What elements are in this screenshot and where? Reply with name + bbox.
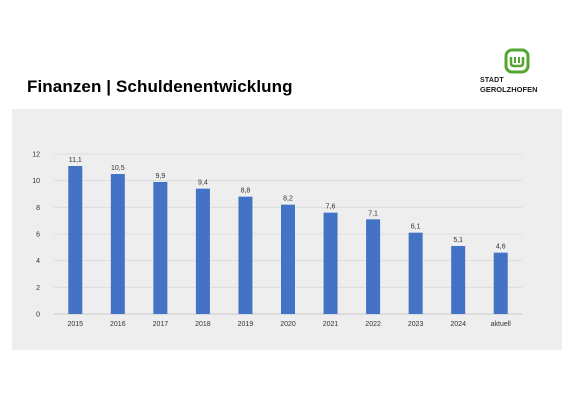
x-tick-label: 2021 bbox=[323, 321, 339, 328]
data-label: 7,1 bbox=[368, 210, 378, 217]
y-tick-label: 10 bbox=[32, 178, 40, 185]
data-label: 4,6 bbox=[496, 244, 506, 251]
x-tick-label: aktuell bbox=[491, 321, 512, 328]
x-tick-label: 2017 bbox=[153, 321, 169, 328]
data-label: 5,1 bbox=[453, 237, 463, 244]
x-tick-label: 2022 bbox=[365, 321, 381, 328]
bar-2022 bbox=[366, 219, 381, 314]
page-title: Finanzen | Schuldenentwicklung bbox=[27, 77, 293, 96]
bar-2023 bbox=[408, 232, 423, 314]
y-tick-label: 2 bbox=[36, 285, 40, 292]
x-tick-label: 2019 bbox=[238, 321, 254, 328]
data-label: 11,1 bbox=[69, 157, 82, 164]
x-tick-label: 2024 bbox=[450, 321, 466, 328]
x-tick-label: 2016 bbox=[110, 321, 126, 328]
data-label: 8,8 bbox=[241, 188, 251, 195]
bar-2016 bbox=[110, 174, 125, 314]
x-tick-label: 2023 bbox=[408, 321, 424, 328]
bar-2018 bbox=[195, 188, 210, 314]
data-label: 6,1 bbox=[411, 224, 421, 231]
bar-aktuell bbox=[493, 252, 508, 314]
bar-2024 bbox=[451, 246, 466, 314]
debt-bar-chart: 0 2 4 6 8 10 12 11,1 2015 10,5 2016 9,9 2017 9,4 2018 8… bbox=[32, 152, 522, 328]
bar-2017 bbox=[153, 182, 168, 314]
stadt-gerolzhofen-logo: STADT GEROLZHOFEN bbox=[480, 48, 550, 100]
data-label: 9,4 bbox=[198, 180, 208, 187]
y-tick-label: 4 bbox=[36, 258, 40, 265]
logo-text-gerolzhofen: GEROLZHOFEN bbox=[480, 85, 538, 94]
x-tick-label: 2015 bbox=[67, 321, 83, 328]
x-tick-label: 2020 bbox=[280, 321, 296, 328]
data-label: 9,9 bbox=[155, 173, 165, 180]
data-label: 7,6 bbox=[326, 204, 336, 211]
bar-2020 bbox=[281, 204, 295, 314]
bar-2019 bbox=[238, 196, 253, 314]
y-tick-label: 12 bbox=[32, 152, 40, 159]
data-label: 10,5 bbox=[111, 165, 125, 172]
y-tick-label: 0 bbox=[36, 312, 40, 319]
logo-text-stadt: STADT bbox=[480, 77, 504, 84]
bar-2021 bbox=[323, 212, 338, 314]
data-label: 8,2 bbox=[283, 196, 293, 203]
bar-2015 bbox=[68, 166, 83, 314]
y-tick-label: 6 bbox=[36, 232, 40, 239]
chart-panel: 0 2 4 6 8 10 12 11,1 2015 10,5 2016 9,9 2017 9,4 2018 8… bbox=[12, 109, 562, 350]
logo-mark-icon bbox=[504, 48, 530, 74]
x-tick-label: 2018 bbox=[195, 321, 211, 328]
y-tick-label: 8 bbox=[36, 205, 40, 212]
